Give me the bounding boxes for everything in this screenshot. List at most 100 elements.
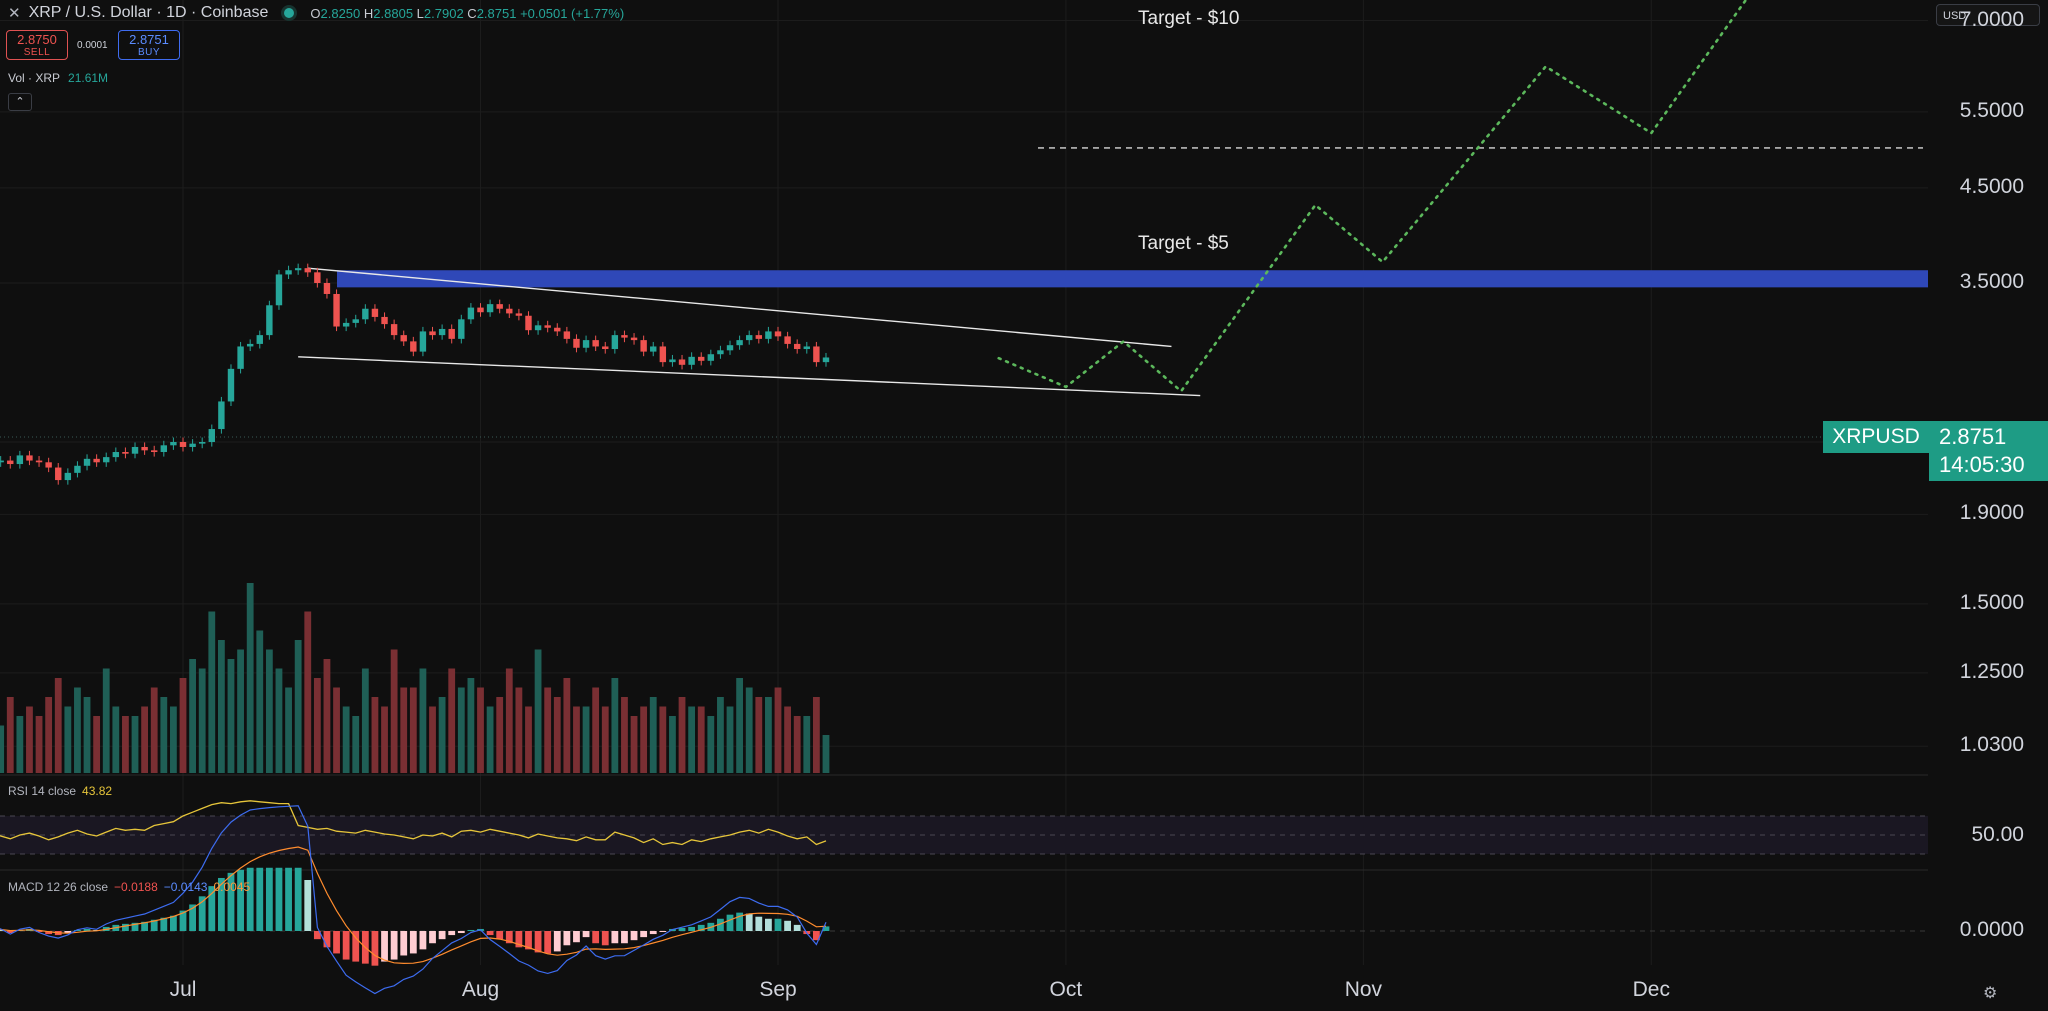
candle-body (256, 335, 263, 344)
macd-histogram-bar (697, 924, 705, 931)
candlesticks (0, 263, 830, 485)
volume-bar (179, 678, 187, 773)
buy-button[interactable]: 2.8751 BUY (118, 30, 180, 60)
volume-bar (342, 706, 350, 773)
market-status-icon (284, 8, 295, 18)
macd-histogram-bar (342, 931, 350, 960)
volume-bar (400, 687, 408, 773)
currency-select[interactable]: USD (1936, 4, 2040, 26)
candle-body (0, 460, 4, 463)
candle-body (467, 307, 475, 320)
channel-lower-line (298, 356, 1201, 397)
volume-bar (486, 706, 494, 773)
volume-bar (457, 687, 465, 773)
macd-histogram-bar (400, 931, 408, 956)
candle-body (554, 327, 561, 332)
volume-bar (150, 687, 158, 773)
volume-bar (582, 706, 590, 773)
macd-histogram-bar (515, 931, 523, 948)
candle-body (170, 442, 177, 446)
symbol-title[interactable]: XRP / U.S. Dollar · 1D · Coinbase (28, 4, 269, 21)
candle-body (678, 359, 686, 365)
volume-bar (35, 716, 43, 773)
sell-button[interactable]: 2.8750 SELL (6, 30, 68, 60)
macd-histogram-bar (64, 931, 72, 934)
macd-histogram-bar (198, 896, 206, 931)
macd-histogram-bar (611, 931, 619, 944)
volume-bar (122, 716, 129, 773)
volume-bar (438, 697, 446, 773)
candle-body (35, 460, 43, 463)
volume-bar (26, 706, 33, 773)
macd-histogram-bar (659, 931, 667, 933)
macd-histogram-bar (285, 867, 292, 931)
volume-bar (6, 697, 14, 773)
volume-legend[interactable]: Vol · XRP 21.61M (8, 71, 109, 85)
rsi-axis-label: 50.00 (1971, 823, 2024, 846)
x-tick-label: Oct (1049, 978, 1083, 1001)
volume-bar (170, 706, 177, 773)
macd-histogram-bar (688, 926, 696, 931)
macd-histogram-bar (131, 922, 139, 931)
channel-upper-line (307, 267, 1172, 348)
candle-body (410, 341, 417, 352)
candle-body (419, 331, 427, 352)
candle-body (333, 293, 340, 327)
spread-value: 0.0001 (77, 40, 108, 51)
volume-bar (93, 716, 101, 773)
candle-body (131, 446, 139, 454)
close-icon[interactable]: ✕ (8, 5, 21, 22)
macd-histogram-bar (275, 867, 283, 931)
volume-bar (707, 716, 715, 773)
candle-body (83, 458, 91, 466)
macd-histogram-bar (371, 931, 379, 966)
candle-body (486, 304, 494, 313)
volume-bar (429, 706, 436, 773)
candle-body (534, 325, 542, 331)
rsi-legend[interactable]: RSI 14 close 43.82 (8, 784, 113, 798)
macd-histogram-bar (812, 931, 820, 941)
projection-path (997, 0, 1748, 394)
macd-legend[interactable]: MACD 12 26 close −0.0188 −0.0143 0.0045 (8, 880, 251, 894)
candle-body (112, 452, 120, 458)
gear-icon[interactable]: ⚙ (1983, 985, 1998, 1002)
volume-bar (611, 678, 619, 773)
macd-histogram-bar (217, 877, 225, 931)
macd-histogram-bar (774, 918, 782, 931)
macd-histogram-bar (265, 867, 273, 931)
candle-body (477, 307, 484, 313)
candle-body (659, 346, 667, 363)
candle-body (774, 331, 782, 337)
volume-bar (659, 706, 667, 773)
macd-histogram-bar (649, 931, 657, 935)
macd-histogram-bar (429, 931, 436, 944)
macd-histogram-bar (765, 918, 772, 931)
macd-histogram-bar (333, 931, 340, 954)
candle-body (688, 356, 695, 365)
volume-bar (563, 678, 571, 773)
candle-body (592, 340, 599, 347)
volume-bar (371, 697, 379, 773)
chevron-up-icon[interactable]: ⌃ (8, 93, 32, 111)
macd-histogram-bar (160, 917, 168, 931)
candle-body (103, 457, 110, 463)
y-tick-label: 4.5000 (1959, 174, 2024, 198)
volume-bar (313, 678, 321, 773)
macd-histogram-bar (793, 924, 801, 931)
macd-histogram-bar (294, 867, 302, 931)
volume-bar (793, 716, 801, 773)
macd-histogram-bar (736, 912, 744, 931)
ohlc-values: O2.8250 H2.8805 L2.7902 C2.8751 +0.0501 … (310, 5, 625, 21)
candle-body (218, 401, 225, 430)
macd-histogram-bar (179, 910, 187, 931)
volume-bar (160, 697, 168, 773)
target-5-label: Target - $5 (1138, 233, 1229, 254)
candle-body (141, 446, 148, 451)
candle-body (93, 458, 100, 463)
volume-bar (304, 611, 312, 773)
candle-body (611, 335, 619, 350)
candle-body (208, 429, 215, 442)
macd-histogram-bar (189, 904, 196, 931)
macd-histogram-bar (237, 869, 244, 931)
